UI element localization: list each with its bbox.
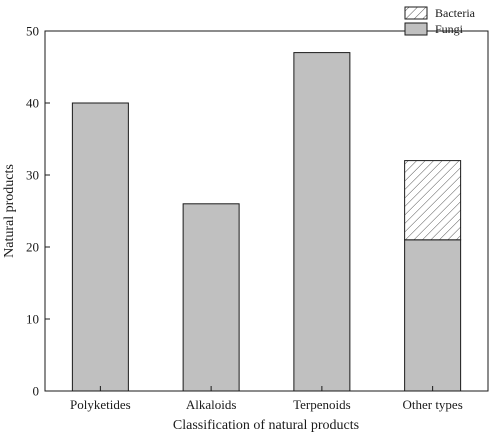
x-tick-label: Terpenoids <box>293 397 351 412</box>
x-tick-label: Polyketides <box>70 397 131 412</box>
y-tick-label: 0 <box>33 384 40 399</box>
bar-bacteria-other-types <box>404 160 462 241</box>
legend: Bacteria Fungi <box>404 6 476 36</box>
y-tick-label: 10 <box>26 312 39 327</box>
x-tick-label: Alkaloids <box>186 397 237 412</box>
y-tick-label: 50 <box>26 24 39 39</box>
legend-label-fungi: Fungi <box>435 22 464 36</box>
bar-fungi-terpenoids <box>293 52 351 392</box>
bar-fungi-alkaloids <box>182 203 240 392</box>
legend-swatch-bacteria <box>404 6 428 20</box>
x-axis-title: Classification of natural products <box>173 418 359 433</box>
y-tick-label: 30 <box>26 168 39 183</box>
y-axis: 0 10 20 30 40 50 <box>26 24 50 399</box>
y-axis-title: Natural products <box>2 164 17 258</box>
x-tick-label: Other types <box>402 397 462 412</box>
plot-frame <box>44 30 489 392</box>
legend-swatch-fungi <box>404 22 428 36</box>
y-tick-label: 40 <box>26 96 39 111</box>
bar-fungi-polyketides <box>71 102 129 392</box>
legend-label-bacteria: Bacteria <box>435 6 476 20</box>
y-tick-label: 20 <box>26 240 39 255</box>
bars-group <box>71 52 462 392</box>
bar-fungi-other-types <box>404 239 462 392</box>
x-axis: Polyketides Alkaloids Terpenoids Other type… <box>70 386 463 412</box>
